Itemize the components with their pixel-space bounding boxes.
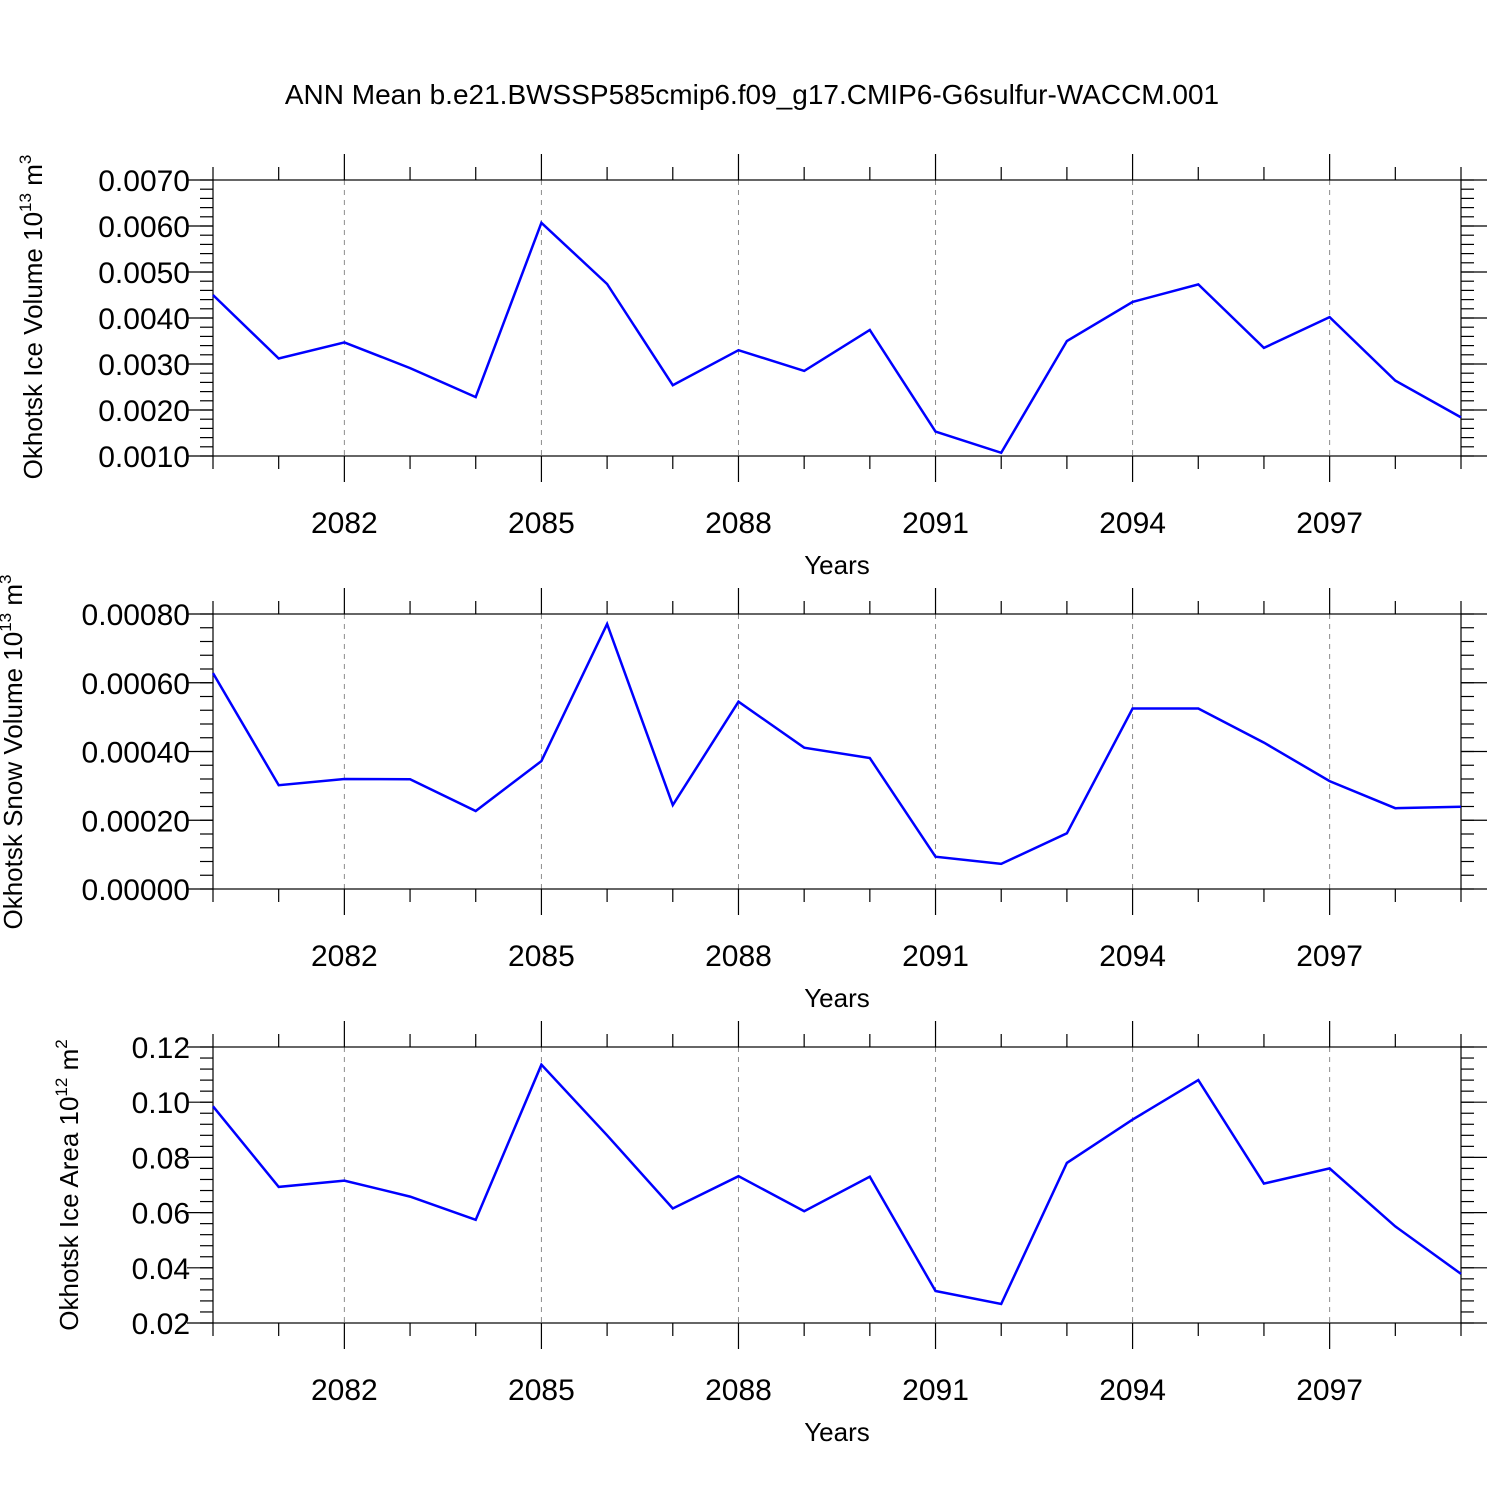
ice-volume-series-line — [212, 220, 1462, 455]
ice-area-x-axis-title: Years — [804, 1417, 870, 1447]
ice-area-y-tick-label: 0.04 — [132, 1253, 190, 1286]
ice-area-y-tick-label: 0.08 — [132, 1142, 190, 1175]
snow-volume-plot-frame — [212, 613, 1462, 890]
snow-volume-x-tick-label: 2085 — [508, 940, 575, 973]
figure-title: ANN Mean b.e21.BWSSP585cmip6.f09_g17.CMI… — [285, 79, 1219, 110]
ice-volume-x-tick-label: 2091 — [902, 507, 969, 540]
ice-area-x-tick-label: 2097 — [1296, 1374, 1363, 1407]
ice-area-x-tick-label: 2088 — [705, 1374, 772, 1407]
snow-volume-x-tick-label: 2097 — [1296, 940, 1363, 973]
ice-area-plot-frame — [212, 1046, 1462, 1324]
snow-volume-y-axis-title: Okhotsk Snow Volume 1013 m3 — [0, 575, 28, 930]
ice-volume-panel: 0.0010 0.0020 0.0030 0.0040 0.0050 0.0060 0.00… — [16, 154, 1487, 580]
ice-volume-y-tick-label: 0.0010 — [98, 441, 190, 474]
snow-volume-y-tick-label: 0.00000 — [82, 874, 190, 907]
ice-volume-y-tick-label: 0.0020 — [98, 395, 190, 428]
ice-area-x-tick-label: 2094 — [1099, 1374, 1166, 1407]
snow-volume-y-tick-label: 0.00040 — [82, 737, 190, 770]
ice-area-series-line — [212, 1062, 1462, 1306]
ice-volume-plot-frame — [212, 179, 1462, 457]
ice-area-x-tick-label: 2091 — [902, 1374, 969, 1407]
snow-volume-series-line — [211, 620, 1462, 866]
snow-volume-y-tick-label: 0.00020 — [82, 805, 190, 838]
ice-area-y-tick-label: 0.10 — [132, 1087, 190, 1120]
ice-area-y-tick-label: 0.06 — [132, 1198, 190, 1231]
ice-volume-x-tick-label: 2094 — [1099, 507, 1166, 540]
ice-volume-y-tick-label: 0.0050 — [98, 257, 190, 290]
ice-volume-y-tick-label: 0.0070 — [98, 165, 190, 198]
ice-volume-x-tick-label: 2085 — [508, 507, 575, 540]
ice-area-y-axis-title: Okhotsk Ice Area 1012 m2 — [52, 1039, 84, 1330]
snow-volume-x-tick-label: 2088 — [705, 940, 772, 973]
snow-volume-x-tick-label: 2082 — [311, 940, 378, 973]
ice-volume-y-tick-label: 0.0040 — [98, 303, 190, 336]
snow-volume-y-tick-label: 0.00060 — [82, 668, 190, 701]
ice-volume-y-axis-title: Okhotsk Ice Volume 1013 m3 — [16, 155, 48, 480]
snow-volume-x-tick-label: 2091 — [902, 940, 969, 973]
ice-volume-x-tick-label: 2097 — [1296, 507, 1363, 540]
snow-volume-y-tick-label: 0.00080 — [82, 599, 190, 632]
ice-volume-x-tick-label: 2088 — [705, 507, 772, 540]
ice-volume-y-tick-label: 0.0060 — [98, 211, 190, 244]
ice-area-x-tick-label: 2085 — [508, 1374, 575, 1407]
ice-area-x-tick-label: 2082 — [311, 1374, 378, 1407]
ice-volume-x-tick-label: 2082 — [311, 507, 378, 540]
snow-volume-panel: 0.00000 0.00020 0.00040 0.00060 0.00080 2082 2… — [0, 575, 1487, 1013]
ice-volume-x-axis-title: Years — [804, 550, 870, 580]
ice-volume-y-tick-label: 0.0030 — [98, 349, 190, 382]
snow-volume-x-tick-label: 2094 — [1099, 940, 1166, 973]
ice-area-y-tick-label: 0.12 — [132, 1032, 190, 1065]
ice-area-panel: 0.02 0.04 0.06 0.08 0.10 0.12 2082 2085 2088 2091… — [52, 1021, 1487, 1447]
snow-volume-x-axis-title: Years — [804, 983, 870, 1013]
ice-area-y-tick-label: 0.02 — [132, 1308, 190, 1341]
